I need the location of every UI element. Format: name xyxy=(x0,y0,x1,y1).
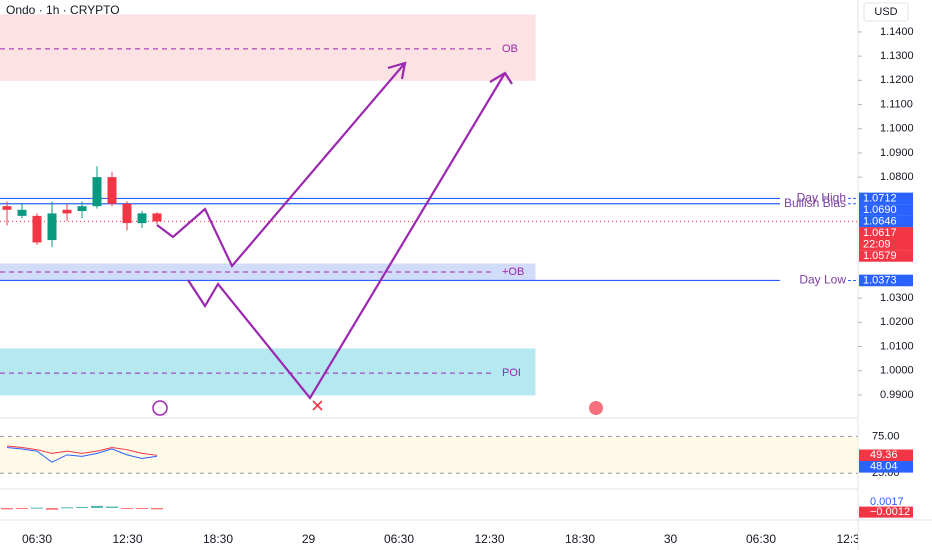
macd-bar xyxy=(91,505,103,508)
x-tick-label: 06:30 xyxy=(22,532,52,546)
y-tick-label: 1.0300 xyxy=(880,292,914,304)
level-label: Day High xyxy=(797,191,846,205)
projection-path xyxy=(187,72,506,400)
y-tick-label: 1.0900 xyxy=(880,147,914,159)
symbol-title: Ondo · 1h · CRYPTO xyxy=(6,3,120,17)
candle-body xyxy=(122,203,132,224)
macd-bar xyxy=(106,506,118,508)
event-icon[interactable] xyxy=(589,401,603,415)
price-tag xyxy=(859,250,913,262)
price-tag-label: 1.0690 xyxy=(863,204,897,216)
x-tick-label: 12:30 xyxy=(474,532,504,546)
rsi-tag-label: 49.36 xyxy=(870,449,898,461)
price-tag-label: 1.0646 xyxy=(863,215,897,227)
y-tick-label: 1.1000 xyxy=(880,123,914,135)
price-tag xyxy=(859,192,913,205)
y-tick-label: 1.1100 xyxy=(880,98,913,110)
macd-tag xyxy=(859,496,913,508)
rsi-line xyxy=(6,446,158,463)
candle-body xyxy=(17,209,27,216)
macd-bar xyxy=(61,507,73,509)
y-tick-label: 1.1200 xyxy=(880,74,914,86)
y-tick-label: 1.1400 xyxy=(880,26,914,38)
x-tick-label: 18:30 xyxy=(565,532,595,546)
macd-bar xyxy=(46,507,58,510)
currency-box[interactable] xyxy=(863,2,909,22)
candle-body xyxy=(152,213,162,222)
price-tag xyxy=(859,227,913,251)
y-tick-label: 1.0000 xyxy=(880,365,914,377)
candle-body xyxy=(92,177,102,207)
macd-tag-label: −0.0012 xyxy=(870,506,910,518)
rsi-line xyxy=(6,445,158,456)
zone xyxy=(0,348,536,396)
macd-bar xyxy=(136,507,148,510)
y-tick-label: 0.9900 xyxy=(880,389,914,401)
x-tick-label: 18:30 xyxy=(203,532,233,546)
candle-body xyxy=(47,213,57,241)
countdown-label: 22:09 xyxy=(863,238,891,250)
x-tick-label: 12:30 xyxy=(112,532,142,546)
candle-body xyxy=(77,206,87,212)
candle-body xyxy=(137,213,147,224)
price-tag-label: 1.0373 xyxy=(863,274,897,286)
price-tag-label: 1.0712 xyxy=(863,192,897,204)
price-tag-label: 1.0579 xyxy=(863,250,897,262)
macd-tag-label: 0.0017 xyxy=(870,496,904,508)
rsi-tick-label: 75.00 xyxy=(872,430,900,442)
y-tick-label: 1.0100 xyxy=(880,340,914,352)
candle-body xyxy=(62,209,72,214)
y-tick-label: 1.0800 xyxy=(880,171,914,183)
zone-label: +OB xyxy=(502,266,524,278)
price-tag-label: 1.0617 xyxy=(863,227,897,239)
event-icon[interactable] xyxy=(152,400,168,416)
y-tick-label: 1.1300 xyxy=(880,50,914,62)
x-marker xyxy=(312,400,323,411)
price-tag xyxy=(859,204,913,216)
macd-bar xyxy=(121,507,133,509)
drawings xyxy=(152,61,603,416)
candle-body xyxy=(107,177,117,204)
zone-label: POI xyxy=(502,367,521,379)
x-tick-label: 29 xyxy=(302,532,316,546)
x-tick-label: 30 xyxy=(664,532,678,546)
zone-label: OB xyxy=(502,43,518,55)
price-axis: 1.1400 1.1300 1.1200 1.1100 1.1000 1.0900 1.08… xyxy=(858,26,914,518)
arrow-head xyxy=(489,71,513,85)
price-tag xyxy=(859,274,913,287)
macd-bar xyxy=(1,507,13,510)
level-label: Day Low xyxy=(799,273,846,287)
x-tick-label: 12:30 xyxy=(836,532,866,546)
currency[interactable]: USD xyxy=(874,6,897,18)
x-tick-label: 06:30 xyxy=(746,532,776,546)
price-tag xyxy=(859,215,913,228)
y-tick-label: 1.0200 xyxy=(880,316,914,328)
zone xyxy=(0,14,536,81)
candle-body xyxy=(2,206,12,210)
rsi-tag-label: 48.04 xyxy=(870,461,898,473)
zones: OB +OB POI xyxy=(0,14,536,396)
x-tick-label: 06:30 xyxy=(384,532,414,546)
rsi-tag xyxy=(859,461,913,473)
indicator-panes: 06:30 12:30 18:30 29 06:30 12:30 18:30 30 06:30 1… xyxy=(0,435,866,546)
rsi-tag xyxy=(859,449,913,462)
macd-bar xyxy=(16,507,28,510)
candle-body xyxy=(32,215,42,243)
macd-bar xyxy=(151,507,163,510)
rsi-band xyxy=(0,436,858,474)
projection-path xyxy=(156,62,406,269)
macd-tag xyxy=(859,506,913,518)
macd-bar xyxy=(76,506,88,508)
level-label: Bullish Bias xyxy=(784,196,846,210)
arrow-head xyxy=(387,61,407,80)
macd-bar xyxy=(31,507,43,509)
